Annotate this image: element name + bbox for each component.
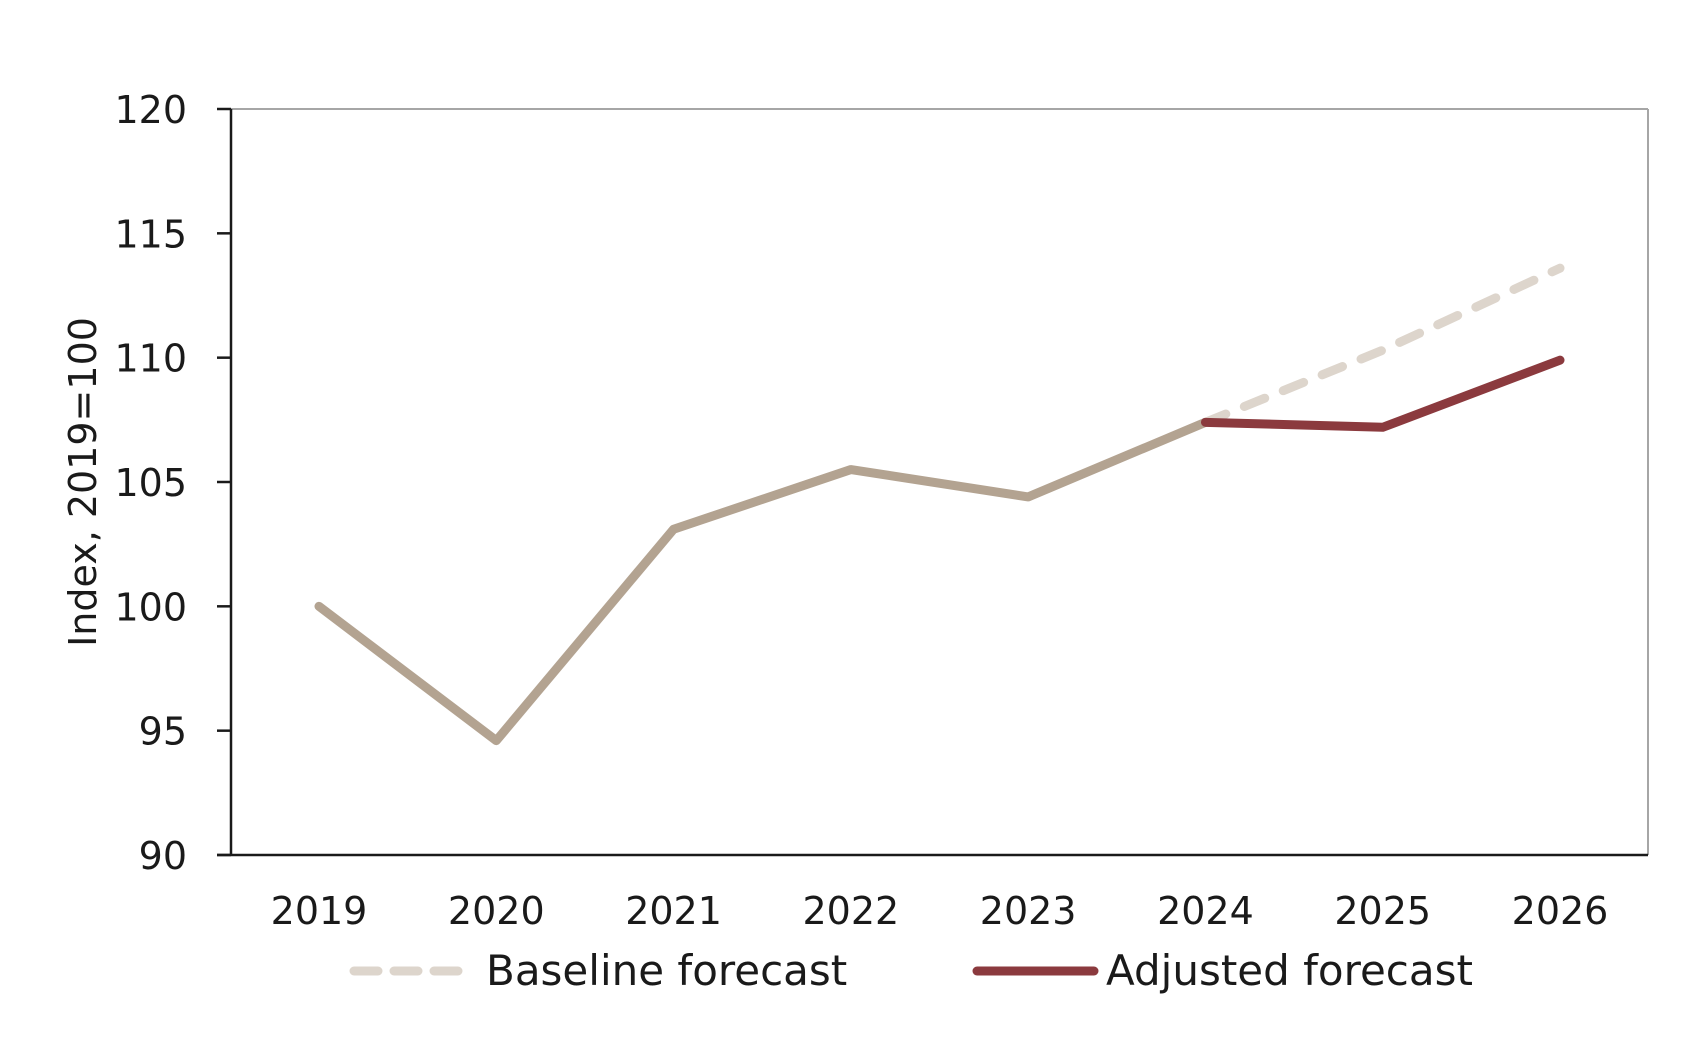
series-layer [314, 263, 1565, 746]
x-tick-label: 2025 [1334, 889, 1431, 933]
x-tick-label: 2024 [1157, 889, 1254, 933]
y-tick-label: 100 [114, 585, 187, 629]
legend-label-adjusted: Adjusted forecast [1106, 946, 1473, 995]
x-tick-label: 2023 [980, 889, 1077, 933]
y-tick-label: 115 [114, 212, 187, 256]
series-line-adjusted [1200, 355, 1565, 432]
x-tick-label: 2020 [448, 889, 545, 933]
y-tick-label: 120 [114, 88, 187, 132]
y-axis-title: Index, 2019=100 [61, 317, 105, 647]
x-tick-label: 2021 [625, 889, 722, 933]
series-line-history [314, 417, 1210, 746]
x-axis-ticks: 2019 2020 2021 2022 2023 2024 2025 2026 [271, 889, 1609, 933]
y-tick-label: 110 [114, 337, 187, 381]
y-axis-ticks: 90 95 100 105 110 115 120 [114, 88, 231, 878]
y-tick-label: 90 [139, 834, 187, 878]
x-tick-label: 2019 [271, 889, 368, 933]
y-tick-label: 105 [114, 461, 187, 505]
x-tick-label: 2026 [1512, 889, 1609, 933]
y-tick-label: 95 [139, 710, 187, 754]
legend: Baseline forecast Adjusted forecast [349, 946, 1473, 995]
x-tick-label: 2022 [802, 889, 899, 933]
legend-label-baseline: Baseline forecast [486, 946, 847, 995]
series-line-baseline [1200, 263, 1565, 427]
